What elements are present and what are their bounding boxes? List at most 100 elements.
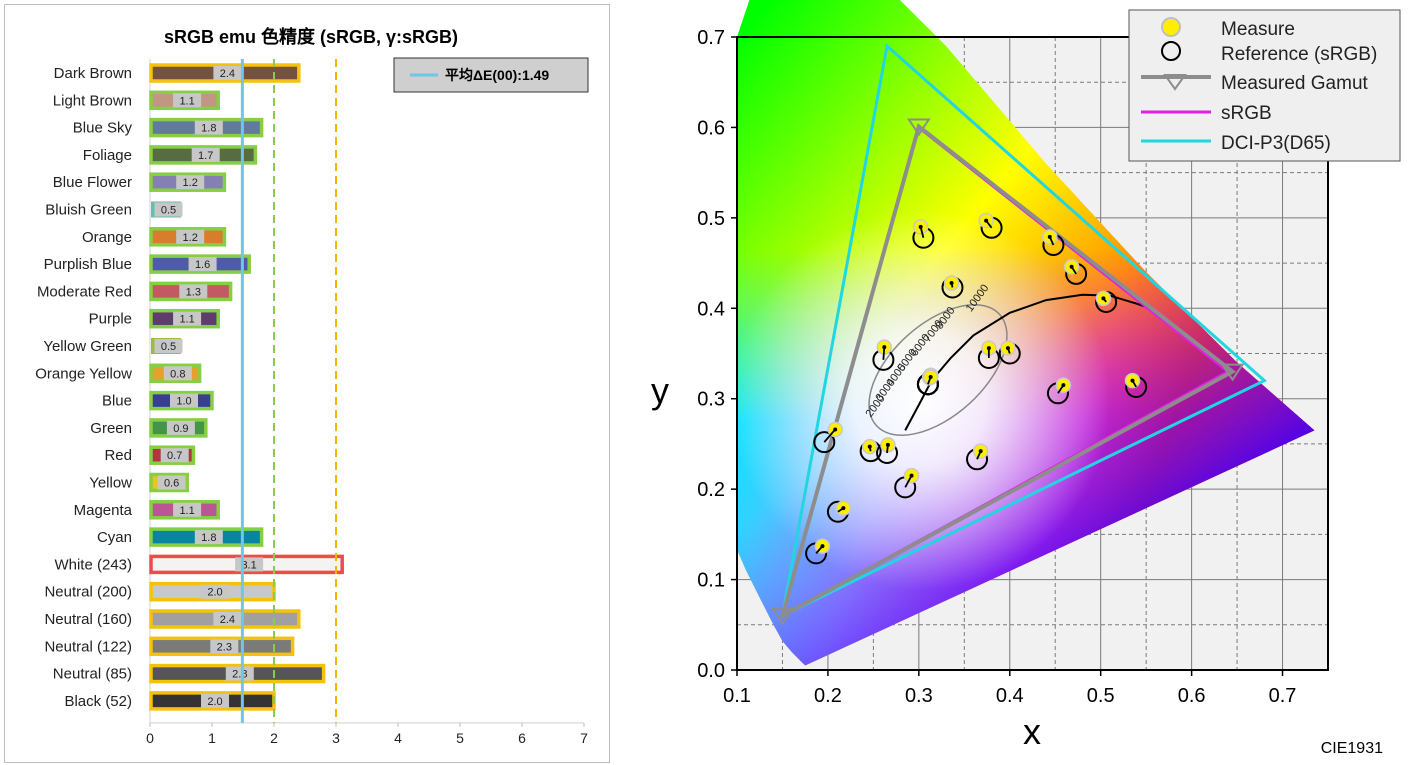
category-label: White (243) (54, 556, 132, 573)
value-label: 2.3 (217, 641, 232, 653)
legend-dcip3-label: DCI-P3(D65) (1221, 133, 1331, 154)
value-label-bg (201, 584, 229, 599)
category-label: Orange (82, 229, 132, 246)
category-label: Light Brown (53, 92, 132, 109)
x-tick-label: 0.2 (814, 685, 842, 707)
error-arrow-head (1130, 378, 1135, 383)
error-arrow-head (833, 427, 838, 432)
value-label-bg (173, 502, 202, 517)
legend-measure-label: Measure (1221, 19, 1295, 40)
category-label: Black (52) (64, 693, 132, 710)
value-label: 1.8 (201, 532, 216, 544)
legend-reference-label: Reference (sRGB) (1221, 44, 1377, 65)
value-label-bg (170, 393, 198, 408)
error-arrow-head (841, 506, 846, 511)
value-label: 0.5 (161, 341, 176, 353)
value-label: 2.0 (207, 587, 222, 599)
value-label: 0.5 (161, 205, 176, 217)
error-arrow (823, 428, 836, 443)
value-label-bg (173, 311, 202, 326)
value-label-bg (176, 229, 205, 244)
accuracy-bar-chart: sRGB emu 色精度 (sRGB, γ:sRGB) 0 1 2 3 4 5 6 7 Dark… (35, 26, 589, 746)
category-label: Neutral (122) (44, 638, 132, 655)
value-label: 1.1 (179, 314, 194, 326)
value-label-bg (154, 339, 183, 353)
error-arrow (904, 475, 913, 488)
legend-reference-swatch (1161, 41, 1181, 61)
value-label-bg (176, 175, 205, 190)
measured-gamut-triangle (779, 123, 1237, 620)
category-label: Magenta (74, 502, 133, 519)
legend-gamut-triangle-icon (1163, 74, 1187, 91)
value-label: 1.8 (201, 123, 216, 135)
category-label: Cyan (97, 529, 132, 546)
error-arrow-head (1061, 383, 1066, 388)
accuracy-chart-panel: sRGB emu 色精度 (sRGB, γ:sRGB) 0 1 2 3 4 5 6 7 Dark… (4, 4, 610, 763)
y-tick-label: 0.0 (697, 660, 725, 682)
gamut-legend: Measure Reference (sRGB) Measured Gamut … (1128, 9, 1401, 162)
x-tick-label: 0.3 (905, 685, 933, 707)
category-label: Red (104, 447, 132, 464)
legend-mean-label: 平均ΔE(00):1.49 (445, 67, 549, 83)
value-label: 1.1 (179, 95, 194, 107)
y-tick-label: 0.2 (697, 479, 725, 501)
cie-footer-label: CIE1931 (1321, 740, 1383, 757)
legend-srgb-label: sRGB (1221, 103, 1272, 124)
error-arrow-head (984, 218, 989, 223)
value-label-bg (210, 639, 239, 654)
value-label-bg (157, 475, 186, 490)
error-arrow (882, 347, 886, 360)
category-label: Bluish Green (45, 202, 132, 219)
category-label: Yellow Green (43, 338, 132, 355)
value-label: 0.9 (173, 423, 188, 435)
value-label: 2.0 (207, 696, 222, 708)
value-label: 1.0 (176, 396, 191, 408)
error-arrow-head (1101, 296, 1106, 301)
x-tick-label: 6 (518, 730, 526, 746)
value-label-bg (225, 666, 254, 681)
error-arrow-head (885, 442, 890, 447)
value-label-bg (201, 693, 229, 708)
y-tick-label: 0.6 (697, 117, 725, 139)
value-label: 0.6 (164, 478, 179, 490)
dcip3-gamut-triangle (780, 43, 1268, 619)
y-tick-label: 0.4 (697, 298, 725, 320)
y-tick-label: 0.3 (697, 389, 725, 411)
x-tick-label: 0.6 (1178, 685, 1206, 707)
value-label-bg (213, 612, 242, 626)
value-label: 2.4 (220, 68, 235, 80)
value-label-bg (173, 93, 202, 108)
x-tick-label: 0.4 (996, 685, 1024, 707)
error-arrow-head (928, 375, 933, 380)
value-label: 2.8 (232, 669, 247, 681)
error-arrow-head (1005, 346, 1010, 351)
y-axis-label: y (651, 370, 669, 411)
error-arrow-head (867, 444, 872, 449)
value-label-bg (154, 202, 183, 217)
value-label-bg (194, 120, 223, 135)
value-label: 0.8 (170, 368, 185, 380)
category-label: Orange Yellow (35, 365, 132, 382)
value-label: 1.1 (179, 505, 194, 517)
error-arrow-head (978, 449, 983, 454)
error-arrow-head (909, 473, 914, 478)
value-label: 1.7 (198, 150, 213, 162)
x-tick-label: 0.7 (1269, 685, 1297, 707)
category-label: Dark Brown (54, 65, 132, 82)
reference-point (813, 431, 836, 454)
category-label: Blue Sky (73, 120, 133, 137)
error-arrow-head (918, 224, 923, 229)
x-tick-label: 0 (146, 730, 154, 746)
category-label: Yellow (89, 475, 132, 492)
value-label-bg (188, 257, 217, 272)
error-arrow-head (882, 345, 887, 350)
value-label: 3.1 (241, 559, 256, 571)
x-axis-label: x (1023, 711, 1041, 752)
value-label: 1.6 (195, 259, 210, 271)
chart-title: sRGB emu 色精度 (sRGB, γ:sRGB) (164, 26, 458, 47)
value-label-bg (179, 284, 208, 299)
cct-ellipse (868, 304, 1008, 436)
x-tick-label: 7 (580, 730, 588, 746)
legend-measure-swatch (1161, 17, 1181, 37)
